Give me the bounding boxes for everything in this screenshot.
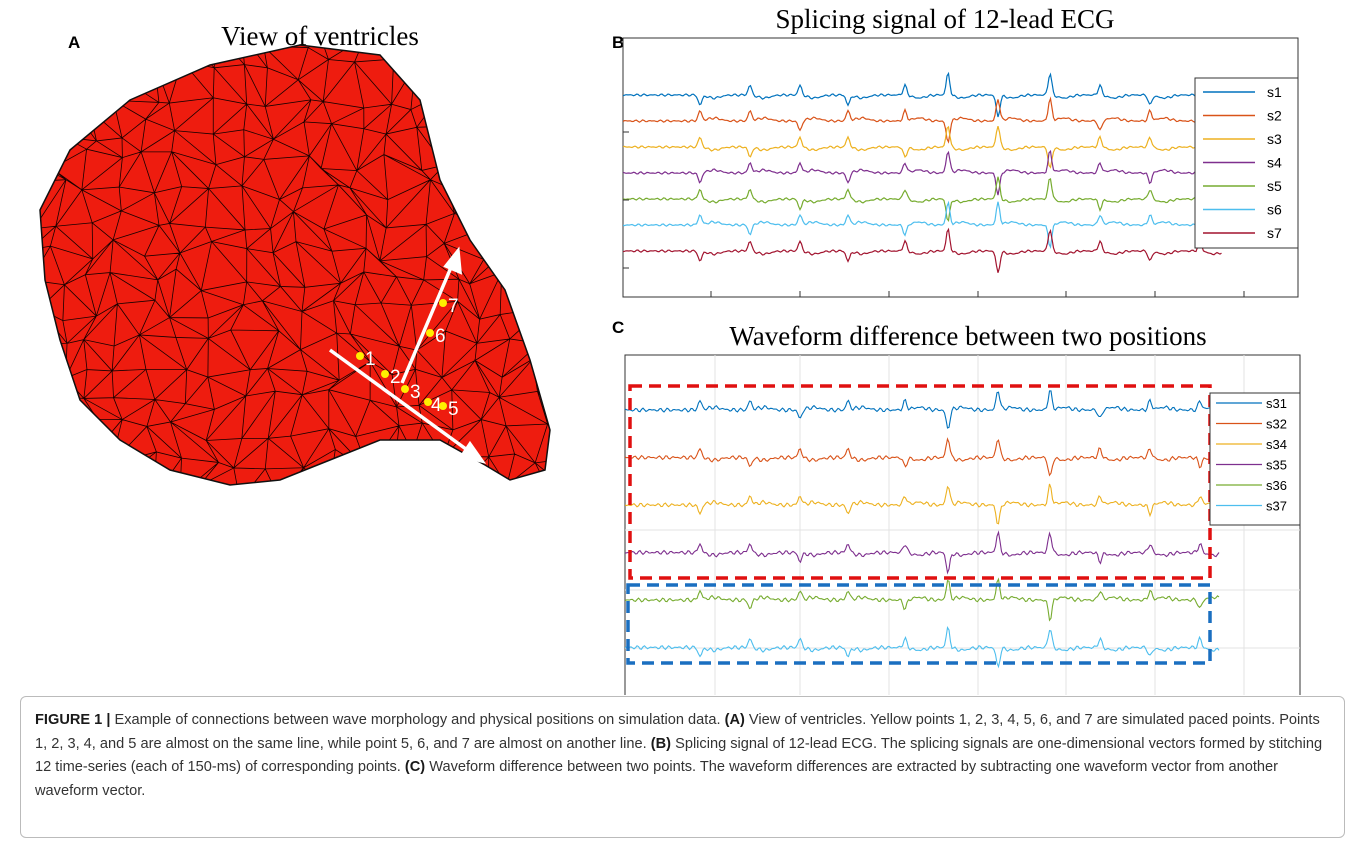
waveform — [623, 125, 1222, 169]
legend-label: s7 — [1267, 225, 1282, 241]
caption-label: (B) — [650, 735, 672, 752]
legend-label: s35 — [1266, 458, 1287, 473]
ventricle-surface — [39, 44, 551, 486]
arrow — [400, 264, 454, 384]
caption-text: Example of connections between wave morp… — [114, 712, 721, 728]
waveform — [625, 626, 1220, 669]
point-label: 4 — [431, 395, 442, 416]
waveform — [625, 530, 1220, 575]
waveform — [623, 200, 1222, 250]
legend-label: s32 — [1266, 417, 1287, 432]
paced-point — [381, 370, 389, 378]
legend-label: s3 — [1267, 131, 1282, 147]
legend-label: s34 — [1266, 437, 1287, 452]
caption: FIGURE 1 | Example of connections betwee… — [20, 696, 1345, 838]
legend-label: s36 — [1266, 478, 1287, 493]
plot-area — [625, 355, 1300, 695]
paced-point — [439, 299, 447, 307]
paced-point — [424, 398, 432, 406]
waveform — [625, 437, 1220, 477]
arrows — [328, 246, 487, 464]
plot-area — [623, 71, 1222, 273]
waveform — [623, 149, 1222, 196]
legend-label: s2 — [1267, 108, 1282, 124]
point-label: 6 — [435, 326, 446, 347]
arrowhead — [443, 246, 463, 275]
caption-text: View of ventricles. Yellow points 1, 2, … — [35, 712, 1320, 752]
legend-label: s5 — [1267, 178, 1282, 194]
waveform — [623, 227, 1222, 273]
point-label: 5 — [448, 399, 459, 420]
legend-label: s6 — [1267, 202, 1282, 218]
paced-point — [356, 352, 364, 360]
arrowhead — [459, 440, 487, 464]
axes-box — [624, 354, 1301, 695]
paced-point — [401, 385, 409, 393]
panel-label: B — [612, 33, 624, 52]
arrow — [328, 348, 472, 454]
waveform — [623, 71, 1222, 118]
legend-box — [1209, 392, 1301, 526]
waveform — [623, 96, 1222, 144]
panel-label: A — [68, 33, 80, 52]
caption-label: (A) — [724, 712, 745, 728]
paced-point — [439, 402, 447, 410]
legend-label: s37 — [1266, 499, 1287, 514]
legend-label: s4 — [1267, 155, 1282, 171]
waveform — [623, 176, 1222, 222]
panel-title: Waveform difference between two position… — [729, 321, 1206, 351]
paced-point — [426, 329, 434, 337]
point-label: 3 — [410, 382, 421, 403]
caption-text: Splicing signal of 12-lead ECG. The spli… — [35, 735, 1323, 776]
waveform — [625, 390, 1220, 429]
highlight-box — [626, 583, 1212, 665]
waveform — [625, 577, 1220, 622]
point-label: 1 — [365, 349, 376, 370]
panel-title: Splicing signal of 12-lead ECG — [776, 4, 1115, 34]
point-label: 2 — [390, 367, 401, 388]
caption-text: Waveform difference between two points. … — [35, 759, 1278, 799]
waveform — [625, 483, 1220, 525]
panel-label: C — [612, 318, 624, 337]
caption-lead: FIGURE 1 | — [35, 712, 111, 728]
caption-label: (C) — [404, 759, 426, 775]
highlight-box — [628, 384, 1212, 580]
legend-label: s31 — [1266, 396, 1287, 411]
legend-label: s1 — [1267, 84, 1282, 100]
point-label: 7 — [448, 296, 459, 317]
panel-title: View of ventricles — [221, 21, 419, 51]
